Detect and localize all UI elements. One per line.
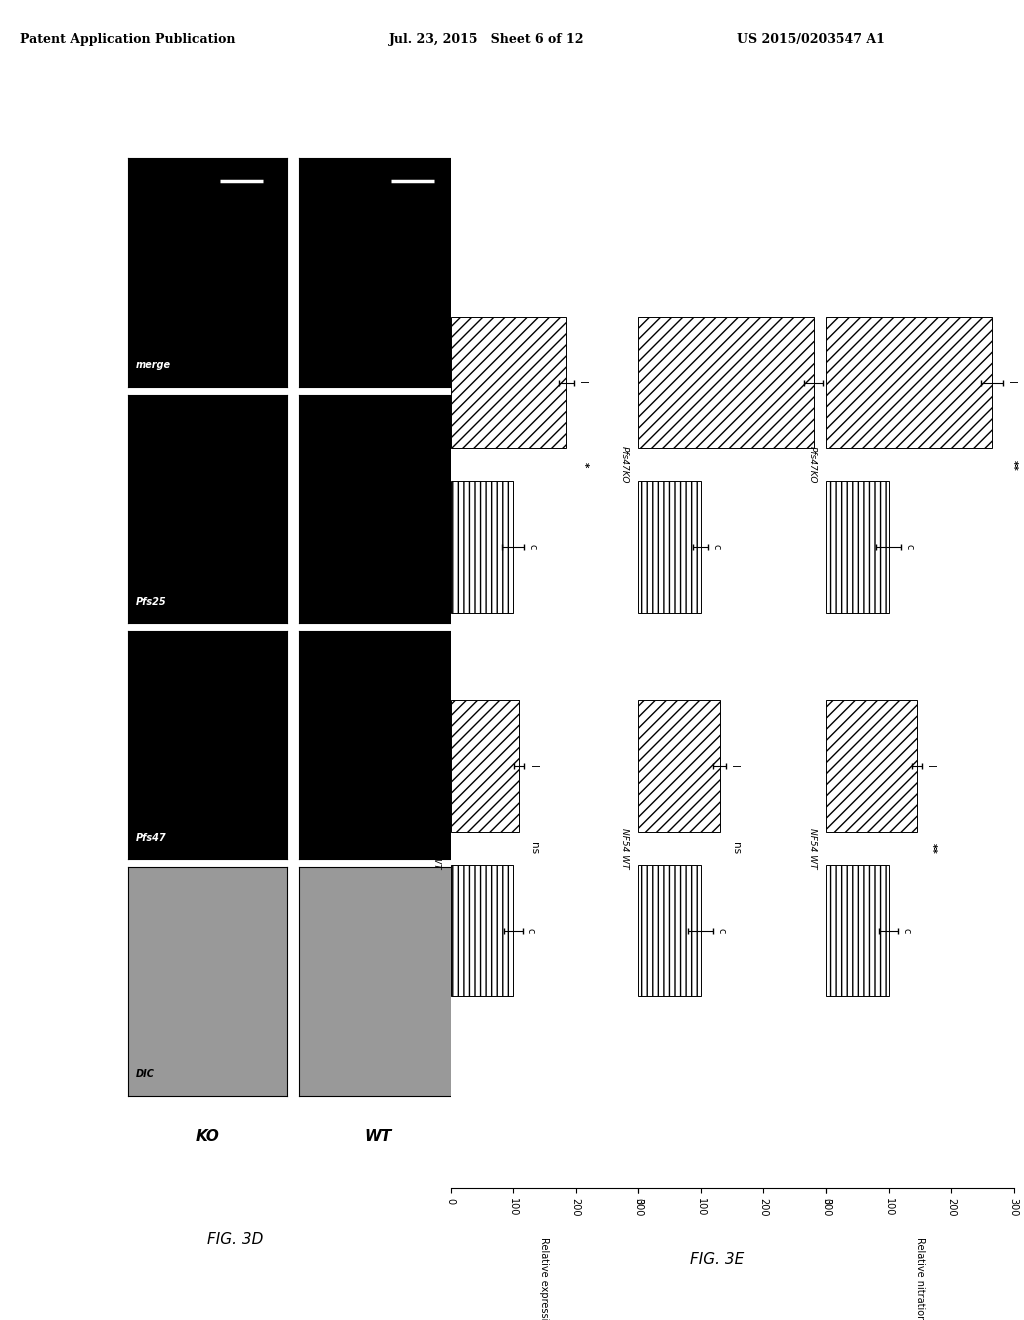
Text: I: I [826, 381, 836, 384]
Text: I: I [729, 764, 739, 768]
Text: c: c [901, 928, 911, 933]
Bar [638, 865, 700, 997]
Bar [451, 482, 513, 612]
Text: NF54 WT: NF54 WT [620, 828, 629, 869]
Text: c: c [527, 544, 538, 549]
Text: Pfs25: Pfs25 [136, 597, 167, 607]
Text: Pfs47KO: Pfs47KO [620, 446, 629, 483]
Bar [451, 865, 513, 997]
Text: FIG. 3E: FIG. 3E [690, 1253, 743, 1267]
Text: merge: merge [136, 360, 171, 371]
Text: NF54 WT: NF54 WT [808, 828, 817, 869]
Bar [638, 482, 700, 612]
Text: KO: KO [196, 1129, 219, 1143]
Text: I: I [925, 764, 935, 768]
Text: c: c [904, 544, 914, 549]
Bar [638, 317, 813, 449]
Text: FIG. 3D: FIG. 3D [207, 1233, 264, 1247]
Text: ***: *** [827, 457, 838, 473]
Text: I: I [527, 764, 538, 768]
Text: ns: ns [731, 842, 741, 854]
Bar [826, 865, 889, 997]
Text: c: c [525, 928, 536, 933]
Text: Patent Application Publication: Patent Application Publication [20, 33, 236, 46]
Text: I: I [1007, 381, 1016, 384]
Bar [451, 317, 566, 449]
Title: NOX5: NOX5 [836, 624, 846, 656]
Text: **: ** [1008, 459, 1018, 470]
Text: DIC: DIC [136, 1069, 155, 1080]
Text: Pfs47KO: Pfs47KO [432, 446, 441, 483]
Text: Pfs47: Pfs47 [136, 833, 167, 843]
Text: US 2015/0203547 A1: US 2015/0203547 A1 [737, 33, 885, 46]
Bar [451, 701, 519, 832]
Text: Pfs47KO: Pfs47KO [808, 446, 817, 483]
Bar [638, 701, 720, 832]
X-axis label: Relative expression: Relative expression [540, 1237, 550, 1320]
Text: c: c [712, 544, 722, 549]
Text: NF54 WT: NF54 WT [432, 828, 441, 869]
Title: HPX2: HPX2 [647, 626, 657, 655]
Text: **: ** [927, 843, 937, 854]
Text: Jul. 23, 2015   Sheet 6 of 12: Jul. 23, 2015 Sheet 6 of 12 [389, 33, 585, 46]
Bar [826, 317, 992, 449]
X-axis label: Relative nitration: Relative nitration [914, 1237, 925, 1320]
Bar [826, 701, 916, 832]
Text: I: I [577, 381, 587, 384]
Text: ns: ns [529, 842, 540, 854]
Bar [826, 482, 889, 612]
Text: c: c [717, 928, 726, 933]
Text: *: * [579, 462, 589, 467]
Text: WT: WT [365, 1129, 392, 1143]
